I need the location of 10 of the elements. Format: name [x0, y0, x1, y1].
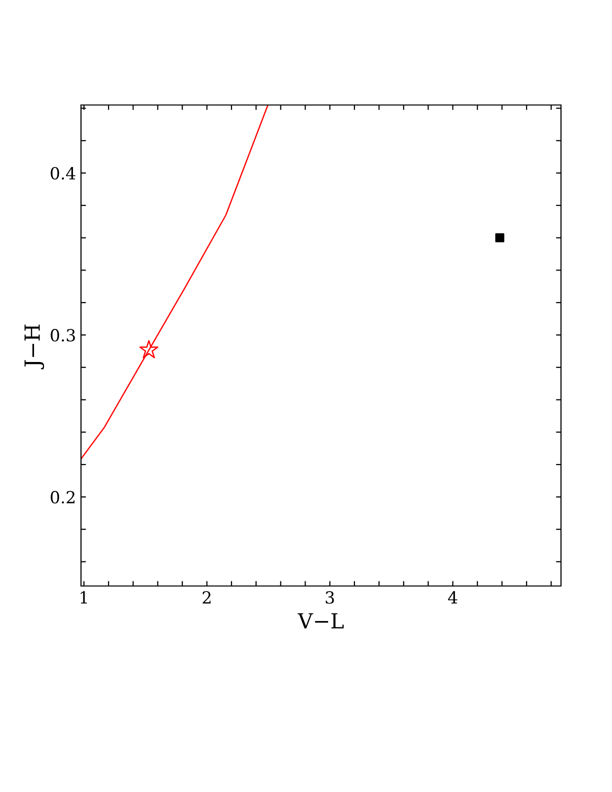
y-tick-label: 0.3: [50, 328, 75, 342]
y-axis-title: J−H: [24, 324, 44, 370]
line-series: [81, 105, 269, 460]
x-tick-label: 2: [202, 591, 211, 604]
y-tick-label: 0.2: [50, 490, 75, 504]
x-axis-title: V−L: [298, 613, 344, 628]
x-tick-label: 4: [448, 591, 458, 604]
x-tick-label: 1: [80, 591, 87, 604]
y-tick-label: 0.4: [50, 166, 76, 180]
x-tick-label: 3: [326, 591, 334, 604]
